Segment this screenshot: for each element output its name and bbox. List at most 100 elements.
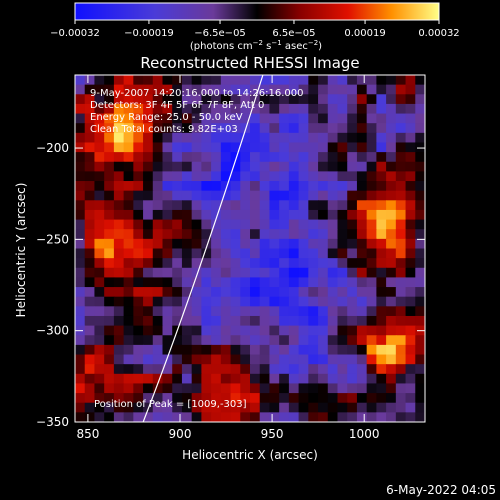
heatmap-cell: [288, 75, 300, 86]
heatmap-cell: [347, 190, 358, 201]
heatmap-cell: [269, 103, 280, 115]
heatmap-cell: [279, 383, 290, 394]
heatmap-cell: [84, 393, 96, 404]
heatmap-cell: [356, 75, 368, 86]
heatmap-cell: [211, 402, 222, 413]
heatmap-cell: [113, 412, 125, 422]
heatmap-cell: [133, 171, 144, 182]
heatmap-cell: [240, 344, 251, 356]
heatmap-cell: [94, 229, 105, 240]
heatmap-cell: [123, 277, 134, 288]
heatmap-cell: [259, 315, 271, 327]
heatmap-cell: [395, 190, 407, 201]
heatmap-cell: [230, 325, 241, 336]
heatmap-cell: [347, 142, 358, 153]
heatmap-cell: [143, 171, 154, 182]
heatmap-cell: [366, 152, 377, 163]
heatmap-cell: [201, 94, 212, 105]
heatmap-cell: [405, 103, 416, 115]
heatmap-cell: [298, 84, 309, 95]
heatmap-cell: [318, 315, 329, 327]
heatmap-cell: [327, 152, 339, 163]
heatmap-cell: [191, 229, 202, 240]
heatmap-cell: [288, 219, 300, 230]
heatmap-cell: [327, 161, 339, 172]
heatmap-cell: [279, 258, 290, 269]
heatmap-cell: [133, 248, 144, 259]
heatmap-cell: [94, 383, 105, 394]
heatmap-cell: [298, 258, 309, 269]
heatmap-cell: [240, 383, 251, 394]
heatmap-cell: [415, 84, 425, 95]
heatmap-cell: [152, 229, 164, 240]
heatmap-cell: [415, 181, 425, 192]
heatmap-cell: [201, 171, 212, 182]
heatmap-cell: [104, 219, 115, 230]
x-axis-title: Heliocentric X (arcsec): [182, 448, 318, 462]
annotation-detectors: Detectors: 3F 4F 5F 6F 7F 8F, Att 0: [90, 100, 264, 111]
heatmap-cell: [104, 171, 115, 182]
heatmap-cell: [143, 238, 154, 250]
heatmap-cell: [259, 412, 271, 422]
heatmap-cell: [181, 315, 193, 327]
heatmap-cell: [230, 267, 241, 279]
heatmap-cell: [250, 277, 261, 288]
heatmap-cell: [220, 325, 232, 336]
heatmap-cell: [259, 402, 271, 413]
heatmap-cell: [298, 383, 309, 394]
heatmap-cell: [415, 258, 425, 269]
heatmap-cell: [269, 373, 280, 385]
heatmap-cell: [269, 267, 280, 279]
heatmap-cell: [84, 152, 96, 163]
heatmap-cell: [347, 287, 358, 298]
heatmap-cell: [172, 354, 183, 365]
heatmap-cell: [162, 152, 173, 163]
heatmap-cell: [94, 171, 105, 182]
heatmap-cell: [259, 258, 271, 269]
heatmap-cell: [94, 306, 105, 317]
heatmap-cell: [356, 219, 368, 230]
heatmap-cell: [250, 402, 261, 413]
heatmap-cell: [240, 373, 251, 385]
heatmap-cell: [113, 296, 125, 307]
heatmap-cell: [308, 354, 319, 365]
heatmap-cell: [143, 344, 154, 356]
heatmap-cell: [337, 219, 348, 230]
heatmap-cell: [250, 267, 261, 279]
heatmap-cell: [191, 277, 202, 288]
heatmap-cell: [75, 200, 86, 211]
heatmap-cell: [337, 123, 348, 134]
heatmap-cell: [152, 152, 164, 163]
heatmap-cell: [240, 267, 251, 279]
heatmap-cell: [162, 200, 173, 211]
heatmap-cell: [347, 344, 358, 356]
heatmap-cell: [308, 171, 319, 182]
heatmap-cell: [104, 393, 115, 404]
heatmap-cell: [327, 190, 339, 201]
heatmap-cell: [298, 171, 309, 182]
heatmap-cell: [152, 258, 164, 269]
heatmap-cell: [172, 296, 183, 307]
heatmap-cell: [405, 364, 416, 375]
heatmap-cell: [230, 219, 241, 230]
heatmap-cell: [405, 84, 416, 95]
heatmap-cell: [113, 123, 125, 134]
heatmap-cell: [337, 325, 348, 336]
heatmap-cell: [133, 200, 144, 211]
heatmap-cell: [104, 190, 115, 201]
annotation-time-range: 9-May-2007 14:20:16.000 to 14:26:16.000: [90, 88, 303, 99]
heatmap-cell: [84, 248, 96, 259]
heatmap-cell: [395, 373, 407, 385]
heatmap-cell: [152, 344, 164, 356]
heatmap-cell: [220, 315, 232, 327]
heatmap-cell: [75, 219, 86, 230]
plot-area: 850 900 950 1000 −200 −250 −300 −350: [36, 74, 426, 441]
heatmap-cell: [337, 132, 348, 144]
heatmap-cell: [415, 94, 425, 105]
heatmap-cell: [152, 315, 164, 327]
heatmap-cell: [123, 161, 134, 172]
heatmap-cell: [143, 248, 154, 259]
heatmap-cell: [240, 161, 251, 172]
heatmap-cell: [337, 229, 348, 240]
heatmap-cell: [191, 219, 202, 230]
